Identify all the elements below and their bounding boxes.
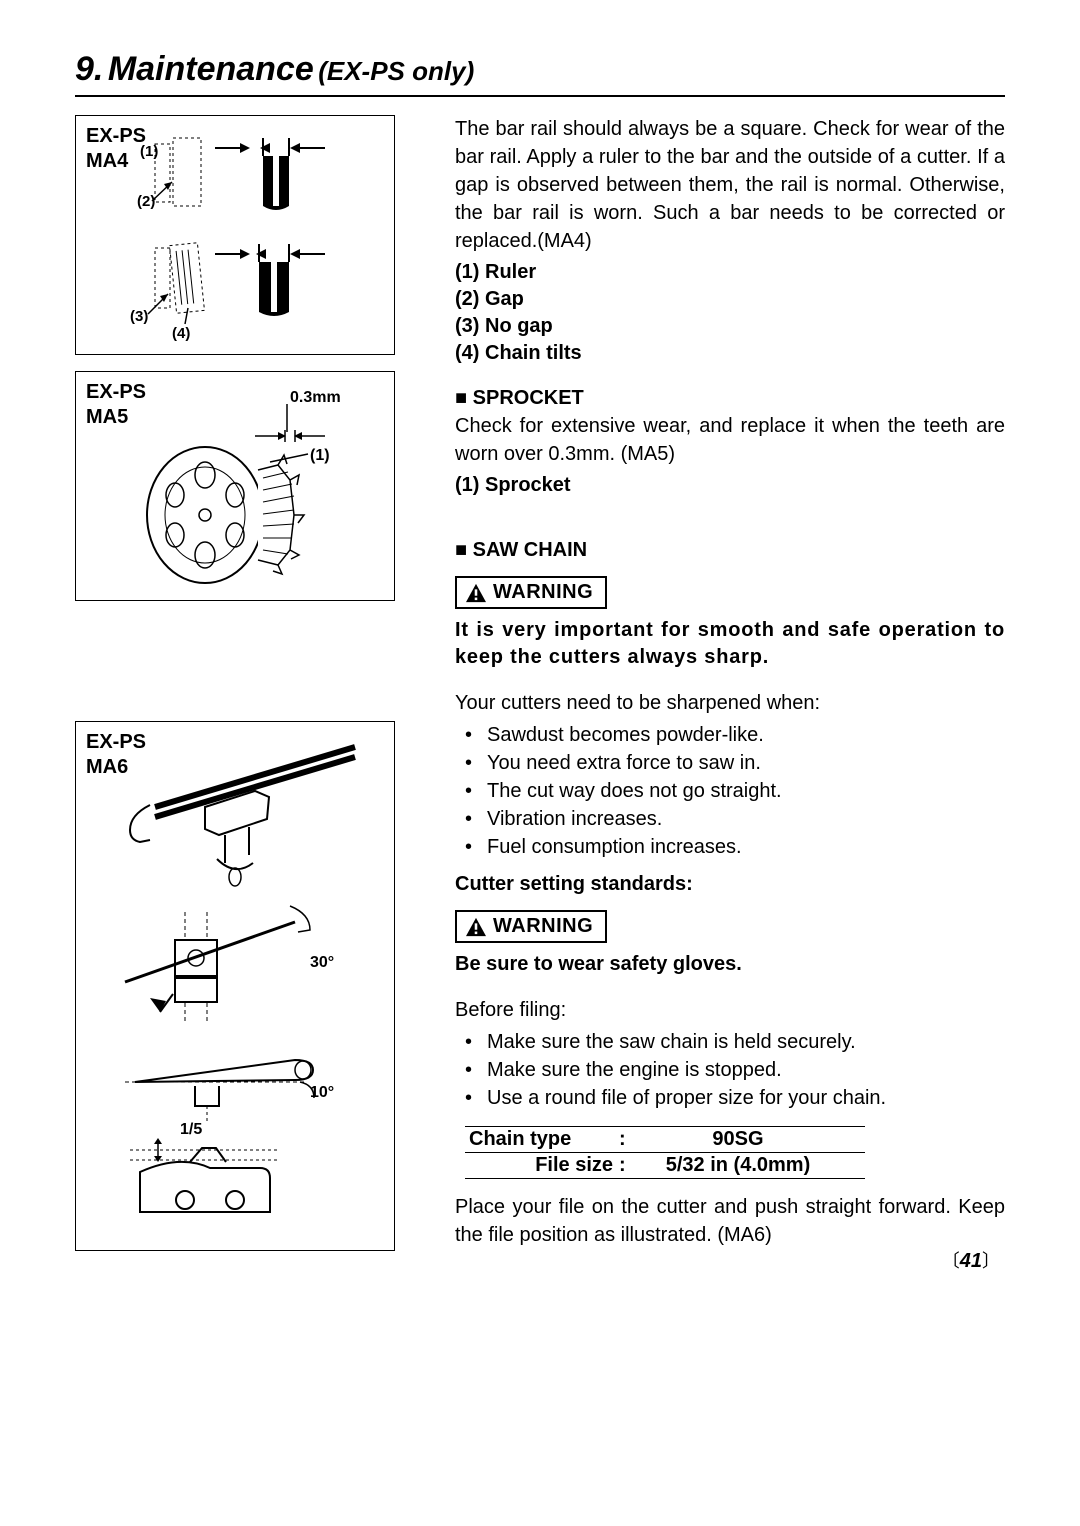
warning-icon <box>465 583 487 603</box>
warning-box-1: WARNING <box>455 576 607 609</box>
cutter-standards-heading: Cutter setting standards: <box>455 871 1005 898</box>
figure-ma6: EX-PS MA6 <box>75 721 395 1251</box>
fig-label-line: MA5 <box>86 406 128 428</box>
sawchain-heading: SAW CHAIN <box>455 539 1005 562</box>
fig-label-line: MA4 <box>86 150 128 172</box>
section-number: 9. <box>75 50 103 88</box>
chain-table: Chain type : 90SG File size : 5/32 in (4… <box>465 1126 1005 1179</box>
bar-rail-paragraph: The bar rail should always be a square. … <box>455 115 1005 255</box>
ma4-callout-4: (4) <box>172 325 190 342</box>
sprocket-paragraph: Check for extensive wear, and replace it… <box>455 412 1005 468</box>
fig-label-line: MA6 <box>86 756 128 778</box>
list-item: (4) Chain tilts <box>455 340 1005 367</box>
figure-ma4-label: EX-PS MA4 <box>86 124 146 174</box>
chain-type-key: Chain type <box>469 1128 619 1151</box>
ma4-callout-2: (2) <box>137 193 155 210</box>
figure-ma5-label: EX-PS MA5 <box>86 380 146 430</box>
list-item: Fuel consumption increases. <box>469 833 1005 861</box>
page-number-value: 41 <box>960 1250 982 1272</box>
list-item: The cut way does not go straight. <box>469 777 1005 805</box>
sprocket-list: (1) Sprocket <box>455 472 1005 499</box>
fig-label-line: EX-PS <box>86 381 146 403</box>
section-title: 9. Maintenance (EX-PS only) <box>75 50 1005 97</box>
figure-ma4: EX-PS MA4 ( <box>75 115 395 355</box>
before-filing-intro: Before filing: <box>455 996 1005 1024</box>
figure-ma5: EX-PS MA5 0.3mm (1) <box>75 371 395 601</box>
fig-label-line: EX-PS <box>86 731 146 753</box>
list-item: Make sure the engine is stopped. <box>469 1056 1005 1084</box>
fig-label-line: EX-PS <box>86 125 146 147</box>
ma6-angle-30: 30° <box>310 954 334 971</box>
warning-icon <box>465 917 487 937</box>
file-size-key: File size <box>469 1154 619 1177</box>
list-item: You need extra force to saw in. <box>469 749 1005 777</box>
list-item: Use a round file of proper size for your… <box>469 1084 1005 1112</box>
warning-label: WARNING <box>493 581 593 604</box>
section-paren: (EX-PS only) <box>318 56 474 86</box>
list-item: Make sure the saw chain is held securely… <box>469 1028 1005 1056</box>
colon: : <box>619 1154 639 1177</box>
list-item: Sawdust becomes powder-like. <box>469 721 1005 749</box>
list-item: (1) Ruler <box>455 259 1005 286</box>
colon: : <box>619 1128 639 1151</box>
chain-type-value: 90SG <box>639 1128 837 1151</box>
table-row: File size : 5/32 in (4.0mm) <box>465 1153 865 1179</box>
cutters-bullet-list: Sawdust becomes powder-like. You need ex… <box>455 721 1005 861</box>
page-number: 〔41〕 <box>942 1247 1000 1273</box>
ma6-ratio: 1/5 <box>180 1121 202 1138</box>
file-size-value: 5/32 in (4.0mm) <box>639 1154 837 1177</box>
ma5-dim: 0.3mm <box>290 389 341 406</box>
list-item: (3) No gap <box>455 313 1005 340</box>
figure-ma4-svg: (1) (2) <box>130 126 340 346</box>
section-name: Maintenance <box>108 50 314 88</box>
bar-rail-list: (1) Ruler (2) Gap (3) No gap (4) Chain t… <box>455 259 1005 367</box>
list-item: (2) Gap <box>455 286 1005 313</box>
text-column: The bar rail should always be a square. … <box>455 115 1005 1267</box>
ma4-callout-3: (3) <box>130 308 148 325</box>
table-row: Chain type : 90SG <box>465 1126 865 1153</box>
warning-label: WARNING <box>493 915 593 938</box>
warning-1-text: It is very important for smooth and safe… <box>455 617 1005 671</box>
cutters-intro: Your cutters need to be sharpened when: <box>455 689 1005 717</box>
filing-bullet-list: Make sure the saw chain is held securely… <box>455 1028 1005 1112</box>
ma5-callout-1: (1) <box>310 447 330 464</box>
content-columns: EX-PS MA4 ( <box>75 115 1005 1267</box>
list-item: Vibration increases. <box>469 805 1005 833</box>
place-file-paragraph: Place your file on the cutter and push s… <box>455 1193 1005 1249</box>
ma6-angle-10: 10° <box>310 1084 334 1101</box>
sprocket-heading: SPROCKET <box>455 387 1005 410</box>
figure-ma6-svg: 30° 10° 1/5 <box>95 732 375 1242</box>
figures-column: EX-PS MA4 ( <box>75 115 395 1267</box>
warning-box-2: WARNING <box>455 910 607 943</box>
figure-ma6-label: EX-PS MA6 <box>86 730 146 780</box>
warning-2-text: Be sure to wear safety gloves. <box>455 951 1005 978</box>
